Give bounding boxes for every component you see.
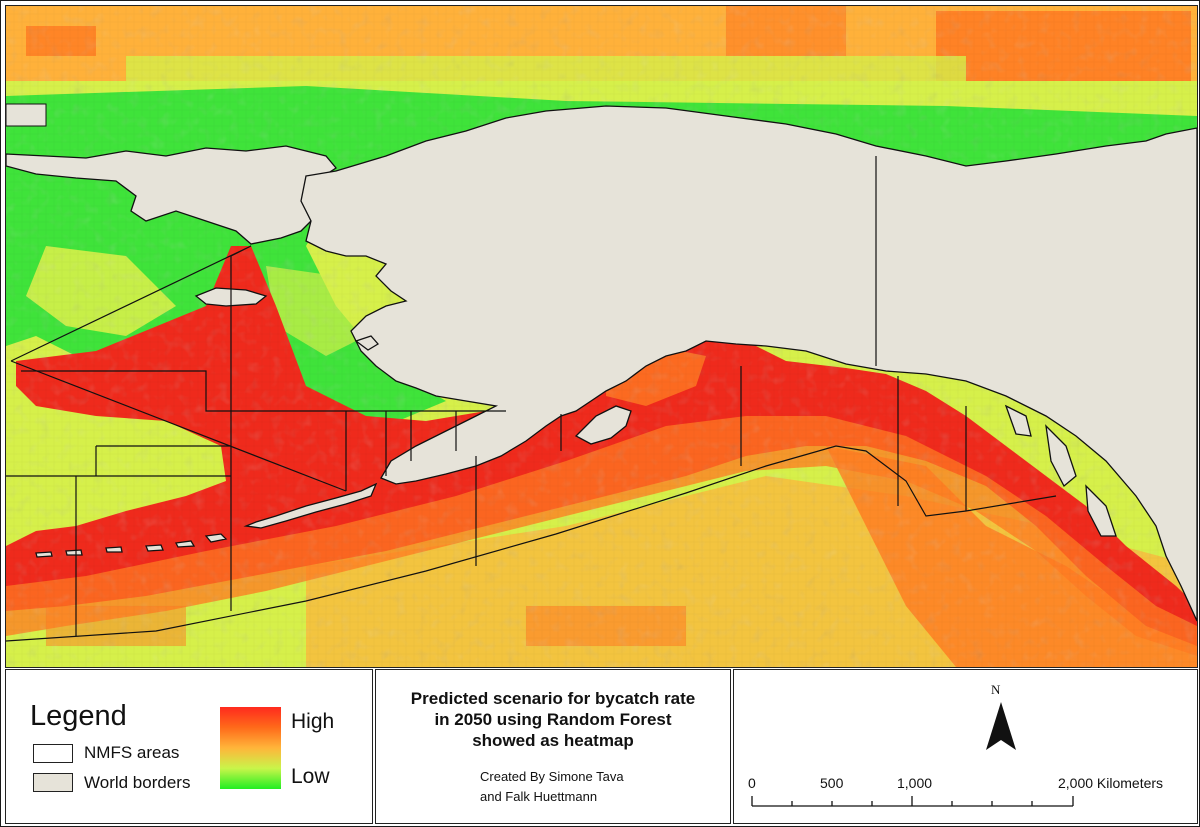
nmfs-boundary-gulf-divisions xyxy=(475,156,967,566)
land-masses xyxy=(6,105,1197,622)
legend-panel: Legend NMFS areas World borders High Low xyxy=(5,669,373,824)
aleutian-chain xyxy=(243,482,378,529)
scale-label-2000: 2,000 Kilometers xyxy=(1058,775,1164,791)
ramp-high-label: High xyxy=(291,710,335,733)
nmfs-boundary-west xyxy=(6,445,231,636)
map-title: Predicted scenario for bycatch rate in 2… xyxy=(410,689,696,750)
alaska-mainland xyxy=(300,105,1197,622)
heatmap-map xyxy=(5,5,1198,668)
nunivak-island xyxy=(354,335,380,351)
legend-title: Legend xyxy=(30,700,127,732)
nmfs-boundary-bering xyxy=(10,245,252,611)
map-canvas xyxy=(6,6,1197,667)
kodiak-island xyxy=(574,405,632,445)
scale-panel: N 0 500 1,000 2,000 Kilometers xyxy=(733,669,1198,824)
ramp-low-label: Low xyxy=(291,765,330,788)
se-alaska-islands xyxy=(1004,404,1117,537)
title-panel: Predicted scenario for bycatch rate in 2… xyxy=(375,669,731,824)
aleutian-islets xyxy=(35,533,228,558)
scale-label-500: 500 xyxy=(820,775,844,791)
world-borders-swatch xyxy=(33,773,73,792)
nmfs-boundary-outer xyxy=(6,445,1057,642)
nmfs-boundary-grid xyxy=(21,370,506,491)
world-borders-label: World borders xyxy=(84,773,191,792)
north-label: N xyxy=(991,682,1001,697)
scale-bar xyxy=(751,796,1074,807)
kamchatka-edge xyxy=(6,103,47,127)
north-arrow-icon xyxy=(986,702,1016,750)
nmfs-boundary-aleutian xyxy=(10,360,347,492)
scale-label-0: 0 xyxy=(748,775,756,791)
nmfs-areas-label: NMFS areas xyxy=(84,743,180,762)
heat-color-ramp xyxy=(220,707,281,789)
nmfs-area-boundaries xyxy=(6,156,1057,642)
scale-label-1000: 1,000 xyxy=(897,775,933,791)
map-credit: Created By Simone Tava and Falk Huettman… xyxy=(480,769,624,804)
nmfs-areas-swatch xyxy=(33,744,73,763)
